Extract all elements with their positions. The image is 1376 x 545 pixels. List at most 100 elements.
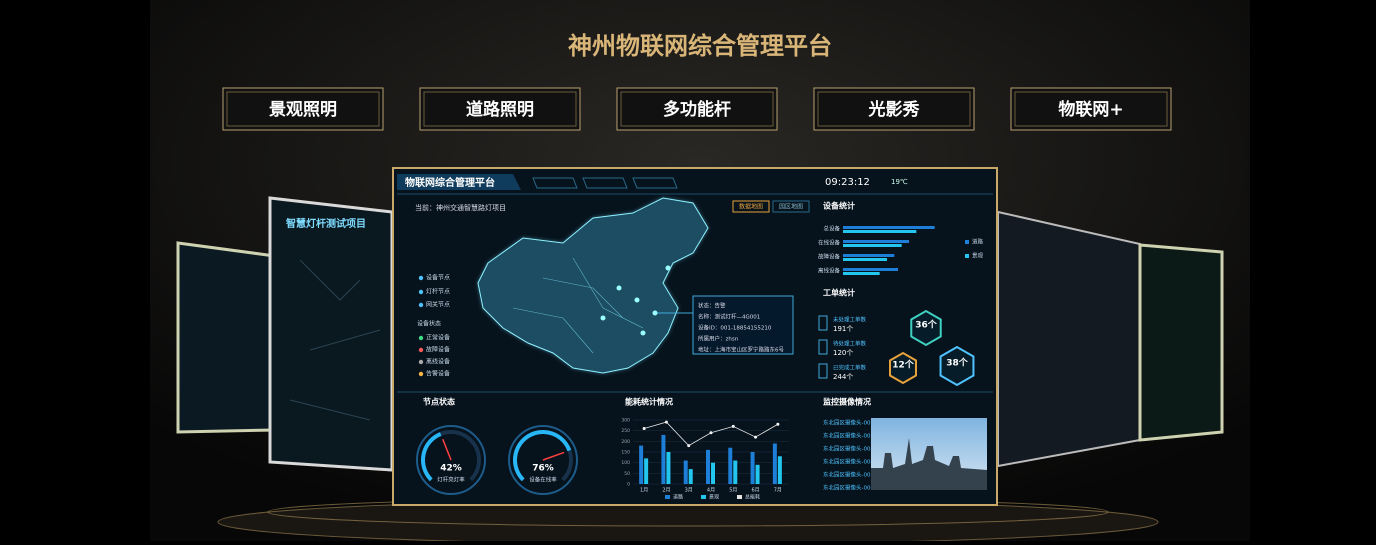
hexagon <box>889 351 917 385</box>
map-node[interactable] <box>616 285 622 291</box>
header-tab <box>397 174 521 190</box>
hexagon <box>939 345 975 387</box>
legend-dot <box>418 359 424 365</box>
tab-label[interactable]: 景观照明 <box>269 100 337 120</box>
x-tick-label: 2月 <box>662 488 670 494</box>
tab-label[interactable]: 物联网+ <box>1058 99 1123 120</box>
tab-label[interactable]: 光影秀 <box>868 99 920 120</box>
skyline <box>871 438 987 490</box>
project-select[interactable]: 当前：神州交通智慧路灯项目 <box>415 203 506 212</box>
left-screen <box>268 196 394 472</box>
section-title: 能耗统计情况 <box>625 397 673 407</box>
left-map-roads <box>289 259 381 421</box>
order-count: 120个 <box>833 349 853 357</box>
bar <box>639 445 644 484</box>
category-label: 离线设备 <box>818 267 841 275</box>
bar <box>772 443 777 484</box>
x-tick-label: 3月 <box>685 488 693 494</box>
gauge-ring <box>508 425 578 495</box>
bar <box>777 456 782 484</box>
gauge-value: 42% <box>440 464 462 474</box>
bar <box>706 449 710 484</box>
legend-swatch <box>665 495 670 499</box>
map-legend-label: 告警设备 <box>426 370 450 378</box>
map-button[interactable] <box>732 200 770 213</box>
tab[interactable] <box>813 87 975 131</box>
tab-inner <box>423 91 577 127</box>
camera-item[interactable]: 东北园区摄像头-004 <box>823 458 874 466</box>
map-legend-label: 网关节点 <box>426 301 450 309</box>
bar <box>843 258 887 261</box>
order-icon <box>818 315 828 331</box>
order-label: 待处理工单数 <box>833 340 867 348</box>
map-node[interactable] <box>665 265 671 271</box>
bar <box>843 272 880 275</box>
legend-dot <box>418 289 424 295</box>
map-legend-label: 正常设备 <box>426 334 450 342</box>
section-title: 设备统计 <box>823 201 855 211</box>
hex-value: 38个 <box>946 357 969 369</box>
bar <box>711 462 715 484</box>
map-node[interactable] <box>640 330 646 336</box>
tab[interactable] <box>616 87 778 131</box>
tab-inner <box>1014 91 1168 127</box>
section-title: 节点状态 <box>423 397 455 407</box>
y-tick-label: 50 <box>624 471 630 477</box>
map-china <box>477 197 709 374</box>
legend-dot <box>418 371 424 377</box>
tab-label[interactable]: 多功能杆 <box>663 99 731 120</box>
x-tick-label: 6月 <box>751 488 759 494</box>
bar <box>666 452 671 484</box>
map-node[interactable] <box>634 297 640 303</box>
tab-label[interactable]: 道路照明 <box>466 99 534 120</box>
tab-inner <box>620 91 774 127</box>
map-button-label[interactable]: 园区地图 <box>779 203 803 211</box>
bar <box>728 447 733 484</box>
map-legend-label: 灯杆节点 <box>426 288 450 296</box>
legend-dot <box>418 335 424 341</box>
bar <box>843 268 898 271</box>
camera-item[interactable]: 东北园区摄像头-006 <box>823 484 874 492</box>
x-tick-label: 4月 <box>707 488 715 494</box>
map-node[interactable] <box>600 315 606 321</box>
x-tick-label: 7月 <box>774 488 782 494</box>
nav-tab[interactable] <box>582 177 628 189</box>
gauge-label: 灯杆亮灯率 <box>437 476 465 484</box>
weather: 19℃ <box>891 178 908 186</box>
bar <box>843 254 895 257</box>
gauge-arc <box>513 430 572 482</box>
bar <box>750 452 755 484</box>
legend-dot <box>418 302 424 308</box>
map-button[interactable] <box>772 200 810 213</box>
order-label: 已完成工单数 <box>833 364 867 372</box>
camera-item[interactable]: 东北园区摄像头-005 <box>823 471 874 479</box>
legend-swatch <box>737 495 742 499</box>
bar <box>843 244 902 247</box>
camera-item[interactable]: 东北园区摄像头-003 <box>823 445 874 453</box>
order-icon <box>818 339 828 355</box>
map-node[interactable] <box>652 310 658 316</box>
legend-swatch <box>701 495 706 499</box>
map-button-label[interactable]: 数据地图 <box>739 203 763 211</box>
bar <box>688 469 693 484</box>
map-legend-label: 离线设备 <box>426 358 450 366</box>
y-tick-label: 150 <box>621 450 630 456</box>
bar <box>644 458 649 484</box>
legend-label: 总能耗 <box>745 494 760 501</box>
nav-tab[interactable] <box>632 177 678 189</box>
order-icon <box>818 363 828 379</box>
camera-item[interactable]: 东北园区摄像头-002 <box>823 432 874 440</box>
camera-item[interactable]: 东北园区摄像头-001 <box>823 419 874 427</box>
tab[interactable] <box>222 87 384 131</box>
tab[interactable] <box>1010 87 1172 131</box>
tab[interactable] <box>419 87 581 131</box>
y-tick-label: 300 <box>621 418 630 424</box>
map-legend-label: 设备状态 <box>417 320 441 328</box>
section-title: 监控摄像情况 <box>823 397 871 407</box>
popup-line: 地址：上海市宝山区罗宁路路东6号 <box>698 346 785 354</box>
page-title: 神州物联网综合管理平台 <box>568 32 832 60</box>
legend-label: 景观 <box>972 253 984 260</box>
nav-tab[interactable] <box>532 177 578 189</box>
gauge-label: 设备在线率 <box>529 476 557 484</box>
bar <box>733 460 738 484</box>
